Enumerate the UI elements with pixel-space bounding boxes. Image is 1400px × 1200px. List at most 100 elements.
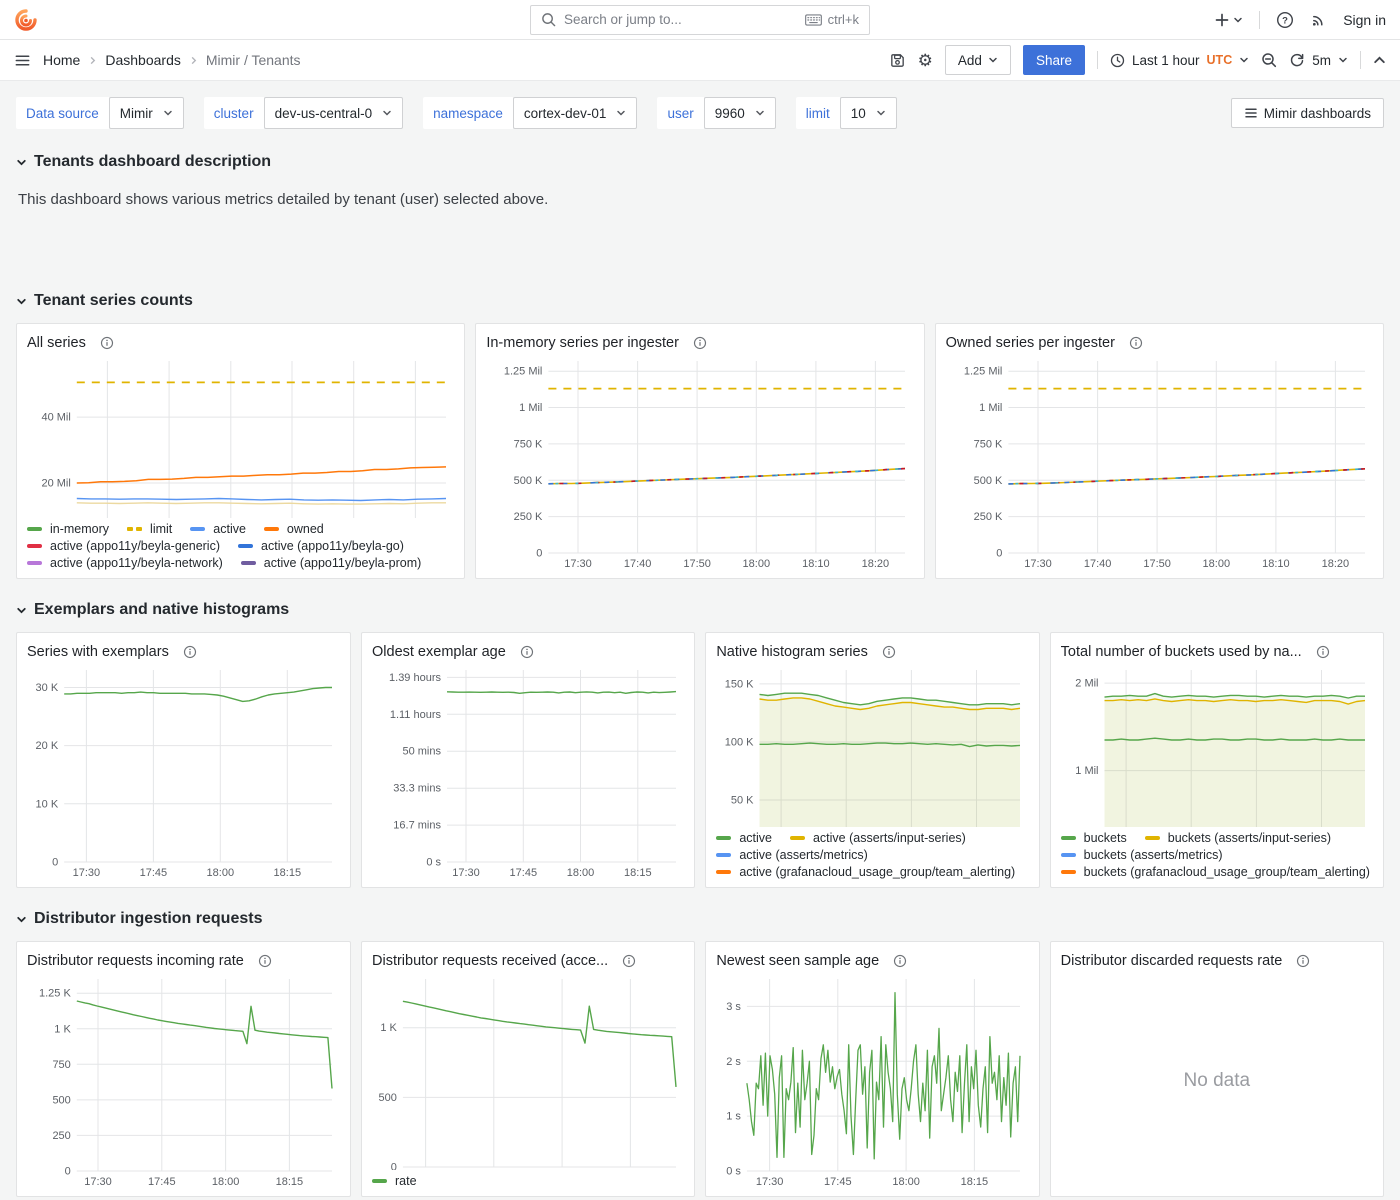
info-icon[interactable] xyxy=(258,954,272,968)
save-dashboard-button[interactable] xyxy=(889,52,906,69)
legend-swatch xyxy=(190,527,206,531)
legend-item[interactable]: active (appo11y/beyla-prom) xyxy=(240,556,421,570)
new-dropdown-button[interactable] xyxy=(1214,12,1243,28)
refresh-picker[interactable]: 5m xyxy=(1289,52,1348,68)
panel-title[interactable]: Newest seen sample age xyxy=(716,953,880,969)
breadcrumb-dashboards[interactable]: Dashboards xyxy=(105,52,181,68)
limit-select[interactable]: 10 xyxy=(839,97,897,129)
variable-label: user xyxy=(657,97,704,129)
zoom-out-icon xyxy=(1262,53,1277,68)
add-panel-button[interactable]: Add xyxy=(944,45,1011,75)
svg-text:18:00: 18:00 xyxy=(893,1176,921,1188)
legend-item[interactable]: active (appo11y/beyla-network) xyxy=(27,556,223,570)
sign-in-link[interactable]: Sign in xyxy=(1343,11,1386,28)
panel-row-1: All series 0 20 Mil 40 Mil 17:30 17:40 17:50 1… xyxy=(16,323,1384,579)
svg-text:30 K: 30 K xyxy=(36,682,59,694)
cluster-select[interactable]: dev-us-central-0 xyxy=(263,97,404,129)
list-icon xyxy=(1244,108,1257,118)
svg-text:0 s: 0 s xyxy=(727,1166,742,1178)
legend-swatch xyxy=(27,561,42,565)
chart-newest-sample-age[interactable]: 0 s 1 s 2 s 3 s 17:30 17:45 18:00 18:15 xyxy=(716,973,1028,1188)
legend-item[interactable]: active xyxy=(716,831,772,845)
user-select[interactable]: 9960 xyxy=(703,97,776,129)
panel-title[interactable]: Oldest exemplar age xyxy=(372,644,506,660)
kiosk-mode-button[interactable] xyxy=(1373,54,1386,67)
chevron-down-icon xyxy=(17,916,26,922)
panel-title[interactable]: Distributor requests received (acce... xyxy=(372,953,609,969)
legend-item[interactable]: limit xyxy=(127,522,172,536)
svg-text:18:00: 18:00 xyxy=(1202,558,1230,570)
section-description[interactable]: Tenants dashboard description xyxy=(16,153,1384,171)
svg-text:17:45: 17:45 xyxy=(824,1176,852,1188)
legend-item[interactable]: in-memory xyxy=(27,522,109,536)
info-icon[interactable] xyxy=(693,336,707,350)
mega-menu-button[interactable] xyxy=(14,52,31,69)
breadcrumb: Home Dashboards Mimir / Tenants xyxy=(43,52,301,68)
chart-series-with-exemplars[interactable]: 0 10 K 20 K 30 K 17:30 17:45 18:00 18:15 xyxy=(27,664,340,879)
panel-title[interactable]: All series xyxy=(27,335,86,351)
info-icon[interactable] xyxy=(882,645,896,659)
legend-item[interactable]: active (grafanacloud_usage_group/team_al… xyxy=(716,865,1015,879)
section-tenant-series-counts[interactable]: Tenant series counts xyxy=(16,292,1384,310)
chart-distributor-incoming-rate[interactable]: 0 250 500 750 1 K 1.25 K 17:30 17:45 18:00 18:15 xyxy=(27,973,340,1188)
chart-no-data[interactable]: No data xyxy=(1061,973,1373,1188)
info-icon[interactable] xyxy=(520,645,534,659)
legend-item[interactable]: active (asserts/input-series) xyxy=(789,831,966,845)
time-range-picker[interactable]: Last 1 hour UTC xyxy=(1110,53,1249,68)
panel-title[interactable]: Distributor discarded requests rate xyxy=(1060,953,1283,969)
section-exemplars[interactable]: Exemplars and native histograms xyxy=(16,601,1384,619)
legend-item[interactable]: active xyxy=(190,522,246,536)
svg-text:1 Mil: 1 Mil xyxy=(979,402,1002,414)
global-search[interactable]: ctrl+k xyxy=(530,4,870,35)
legend-swatch xyxy=(716,870,732,874)
section-distributor[interactable]: Distributor ingestion requests xyxy=(16,910,1384,928)
svg-text:18:00: 18:00 xyxy=(207,867,235,879)
legend-label: active xyxy=(739,831,772,845)
grafana-logo-icon[interactable] xyxy=(14,7,40,33)
legend-item[interactable]: buckets xyxy=(1060,831,1127,845)
legend-item[interactable]: buckets (asserts/metrics) xyxy=(1060,848,1223,862)
legend-item[interactable]: rate xyxy=(372,1174,417,1188)
legend-item[interactable]: buckets (grafanacloud_usage_group/team_a… xyxy=(1060,865,1370,879)
legend-item[interactable]: active (appo11y/beyla-go) xyxy=(238,539,404,553)
datasource-select[interactable]: Mimir xyxy=(108,97,184,129)
info-icon[interactable] xyxy=(893,954,907,968)
help-button[interactable]: ? xyxy=(1276,11,1294,29)
panel-title[interactable]: In-memory series per ingester xyxy=(486,335,679,351)
svg-text:0: 0 xyxy=(996,548,1002,560)
namespace-select[interactable]: cortex-dev-01 xyxy=(512,97,638,129)
info-icon[interactable] xyxy=(1129,336,1143,350)
panel-title[interactable]: Series with exemplars xyxy=(27,644,169,660)
dashboard-description-text: This dashboard shows various metrics det… xyxy=(18,191,549,208)
mimir-dashboards-button[interactable]: Mimir dashboards xyxy=(1230,98,1384,128)
info-icon[interactable] xyxy=(183,645,197,659)
svg-text:250 K: 250 K xyxy=(514,511,543,523)
panel-title[interactable]: Owned series per ingester xyxy=(945,335,1115,351)
chart-owned-per-ingester[interactable]: 0 250 K 500 K 750 K 1 Mil 1.25 Mil 17:30 17:40 1… xyxy=(946,355,1373,570)
share-button[interactable]: Share xyxy=(1022,45,1085,75)
legend-item[interactable]: buckets (asserts/input-series) xyxy=(1144,831,1331,845)
panel-title[interactable]: Native histogram series xyxy=(716,644,868,660)
legend-item[interactable]: active (appo11y/beyla-generic) xyxy=(27,539,220,553)
search-input[interactable] xyxy=(564,12,797,27)
info-icon[interactable] xyxy=(1316,645,1330,659)
info-icon[interactable] xyxy=(1296,954,1310,968)
chart-inmemory-per-ingester[interactable]: 0 250 K 500 K 750 K 1 Mil 1.25 Mil 17:30 17:40 1… xyxy=(486,355,913,570)
legend-item[interactable]: owned xyxy=(263,522,324,536)
legend-item[interactable]: active (asserts/metrics) xyxy=(716,848,868,862)
zoom-out-time-button[interactable] xyxy=(1261,52,1277,68)
variable-label: namespace xyxy=(423,97,513,129)
panel-title[interactable]: Distributor requests incoming rate xyxy=(27,953,244,969)
breadcrumb-home[interactable]: Home xyxy=(43,52,81,68)
dashboard-settings-button[interactable]: ⚙ xyxy=(918,52,933,69)
news-button[interactable] xyxy=(1310,11,1327,28)
panel-title[interactable]: Total number of buckets used by na... xyxy=(1060,644,1302,660)
hamburger-icon xyxy=(15,54,30,66)
info-icon[interactable] xyxy=(622,954,636,968)
chart-oldest-exemplar-age[interactable]: 0 s 16.7 mins 33.3 mins 50 mins 1.11 hours 1.… xyxy=(372,664,684,879)
info-icon[interactable] xyxy=(100,336,114,350)
